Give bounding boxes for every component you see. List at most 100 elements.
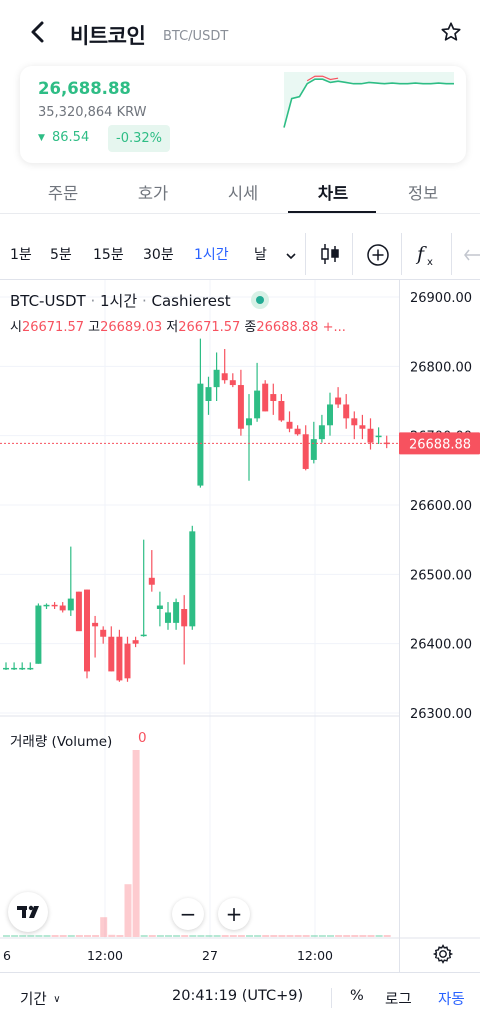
toolbar-separator [305,233,306,275]
volume-bar [318,935,326,937]
price-axis: 26900.0026800.0026700.0026600.0026500.00… [410,291,472,722]
tab-order[interactable]: 주문 [47,184,79,203]
zoom-in-button[interactable]: + [218,898,250,930]
tab-market[interactable]: 시세 [227,184,259,203]
candle-body [132,640,139,644]
candle-body [51,604,58,607]
candle-body [221,373,228,381]
volume-bar [205,935,213,937]
candle-body [108,636,115,672]
zoom-out-button[interactable]: − [172,898,204,930]
candle-body [27,667,34,670]
timeframe-15m[interactable]: 15분 [93,247,124,263]
legend-open-label: 시 [10,320,22,335]
chart-legend-symbol: BTC-USDT · 1시간 · Cashierest [10,290,270,311]
volume-bar [43,935,51,937]
volume-bar [359,935,367,937]
price-chart[interactable]: 26900.0026800.0026700.0026600.0026500.00… [0,280,480,972]
candle-body [294,428,301,435]
candle [367,418,374,450]
last-price-tag-text: 26688.88 [409,437,471,452]
candle [116,629,123,682]
candle [43,603,50,609]
volume-bar [213,935,221,937]
volume-bar [173,935,181,937]
log-scale-toggle[interactable]: 로그 [385,992,412,1008]
legend-status-dot-icon [251,291,270,309]
chart-settings-gear-icon[interactable] [432,943,454,965]
volume-bars [3,750,391,937]
candle-body [156,605,163,609]
volume-label: 거래량 (Volume) [10,734,113,750]
time-tick-label: 27 [202,948,218,963]
candle [124,636,131,682]
volume-bar [140,935,148,937]
auto-scale-toggle[interactable]: 자동 [438,992,465,1008]
candle-body [327,404,333,426]
candle [327,392,333,436]
undo-arrow-icon[interactable] [462,246,480,264]
candle-body [359,425,366,429]
timeframe-1m[interactable]: 1분 [10,247,32,263]
legend-interval: 1시간 [100,292,138,310]
back-arrow-icon[interactable] [24,18,52,46]
candle-body [351,418,358,426]
candle [254,362,261,422]
candle [173,598,180,630]
volume-bar [116,935,124,937]
timeframe-5m[interactable]: 5분 [50,247,72,263]
candle-body [35,605,42,664]
candle-body [383,442,390,445]
candle-body [213,369,220,388]
volume-bar [221,935,229,937]
candle [148,550,155,592]
candle-body [59,605,66,611]
timeframe-day[interactable]: 날 [254,247,267,263]
function-fx-icon[interactable]: f x [414,241,440,269]
legend-more: +... [322,320,346,335]
clock-timezone[interactable]: 20:41:19 (UTC+9) [172,988,304,1004]
timeframe-dropdown-chevron-icon[interactable] [284,249,298,263]
bottom-bar-divider [0,972,480,973]
candle [181,595,188,665]
period-dropdown[interactable]: 기간 ∨ [20,988,61,1009]
timeframe-30m[interactable]: 30분 [143,247,174,263]
tab-info[interactable]: 정보 [407,184,439,203]
page-title: 비트코인 [70,24,146,48]
candle [140,539,147,637]
candle [270,383,277,415]
tradingview-logo-icon[interactable] [8,892,48,932]
time-tick-label: 6 [3,948,11,963]
candle [197,338,204,488]
favorite-star-icon[interactable] [440,21,462,43]
candle [237,369,244,436]
candle-body [246,418,252,426]
price-tick-label: 26500.00 [410,568,472,583]
volume-bar [310,935,318,937]
toolbar-divider [0,279,480,280]
timeframe-1h[interactable]: 1시간 [194,247,229,263]
volume-bar [124,884,132,937]
candle-style-icon[interactable] [319,242,341,266]
volume-bar [229,935,237,937]
candle [335,387,342,408]
volume-bar [367,935,375,937]
add-indicator-plus-icon[interactable] [366,243,390,267]
sparkline-fill [284,72,454,128]
percent-scale-toggle[interactable]: % [350,988,364,1004]
candle-body [189,531,196,627]
tab-orderbook[interactable]: 호가 [137,184,169,203]
candle-body [286,421,293,429]
tab-chart[interactable]: 차트 [317,184,349,203]
chart-grid [0,280,400,938]
candle [383,435,390,449]
candle [213,352,220,401]
candle [343,394,350,429]
chart-legend-ohlc: 시26671.57 고26689.03 저26671.57 종26688.88 … [10,316,346,335]
candle [100,626,107,644]
candle-body [254,390,261,419]
candle [165,602,171,630]
volume-bar [59,935,67,937]
candle [84,589,90,679]
tabs-divider [0,213,480,214]
